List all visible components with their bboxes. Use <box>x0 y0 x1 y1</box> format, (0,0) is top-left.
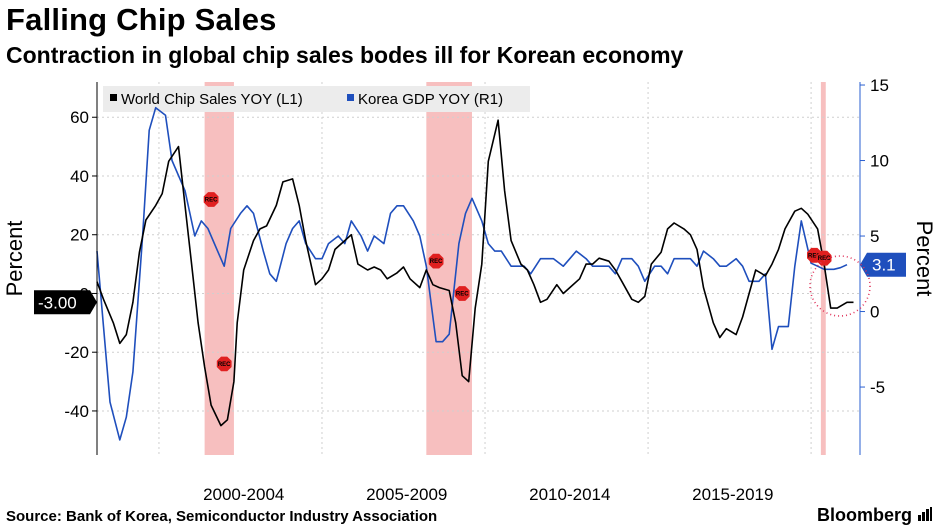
right-axis-tick-label: 0 <box>870 303 879 322</box>
x-axis-tick-label: 2000-2004 <box>203 485 284 504</box>
right-value-callout <box>860 252 906 277</box>
series-line-korea-gdp <box>96 106 848 441</box>
left-axis-tick-label: 20 <box>70 226 89 245</box>
x-axis-tick-label: 2010-2014 <box>529 485 610 504</box>
chart-title: Falling Chip Sales <box>6 2 277 37</box>
right-axis-title: Percent <box>912 221 937 297</box>
right-axis-tick-label: 5 <box>870 227 879 246</box>
left-value-callout <box>34 290 97 315</box>
series-line-chip-sales <box>96 119 854 427</box>
latest-value-highlight <box>809 255 871 317</box>
legend-label-chip: World Chip Sales YOY (L1) <box>121 91 303 108</box>
brand-logo: Bloomberg <box>816 505 912 525</box>
rec-marker <box>428 253 444 269</box>
legend-box <box>103 86 530 112</box>
rec-marker <box>216 356 232 372</box>
rec-marker-label: REC <box>205 197 218 203</box>
left-axis-title: Percent <box>2 221 27 297</box>
rec-marker-label: REC <box>218 362 231 368</box>
chart-subtitle: Contraction in global chip sales bodes i… <box>6 42 684 68</box>
legend-label-gdp: Korea GDP YOY (R1) <box>358 91 503 108</box>
rec-marker-label: REC <box>430 259 443 265</box>
rec-marker-label: REC <box>818 256 831 262</box>
left-axis-tick-label: -20 <box>64 343 89 362</box>
x-axis-tick-label: 2005-2009 <box>366 485 447 504</box>
right-axis-tick-label: 10 <box>870 152 889 171</box>
rec-marker <box>816 250 832 266</box>
left-axis-tick-label: 60 <box>70 108 89 127</box>
rec-marker-label: REC <box>456 291 469 297</box>
recession-band <box>204 82 234 455</box>
source-note: Source: Bank of Korea, Semiconductor Ind… <box>6 508 438 525</box>
bloomberg-terminal-icon <box>918 507 932 521</box>
left-axis-tick-label: 40 <box>70 167 89 186</box>
rec-marker-label: REC <box>808 253 821 259</box>
rec-marker <box>454 286 470 301</box>
left-axis-tick-label: -40 <box>64 402 89 421</box>
legend-swatch-gdp <box>347 94 354 101</box>
rec-marker <box>203 192 219 207</box>
right-axis-tick-label: 15 <box>870 76 889 95</box>
left-value-callout-text: -3.00 <box>38 293 77 312</box>
x-axis-tick-label: 2015-2019 <box>692 485 773 504</box>
right-value-callout-text: 3.1 <box>872 256 896 275</box>
legend-swatch-chip <box>110 94 117 101</box>
right-axis-tick-label: -5 <box>870 378 885 397</box>
